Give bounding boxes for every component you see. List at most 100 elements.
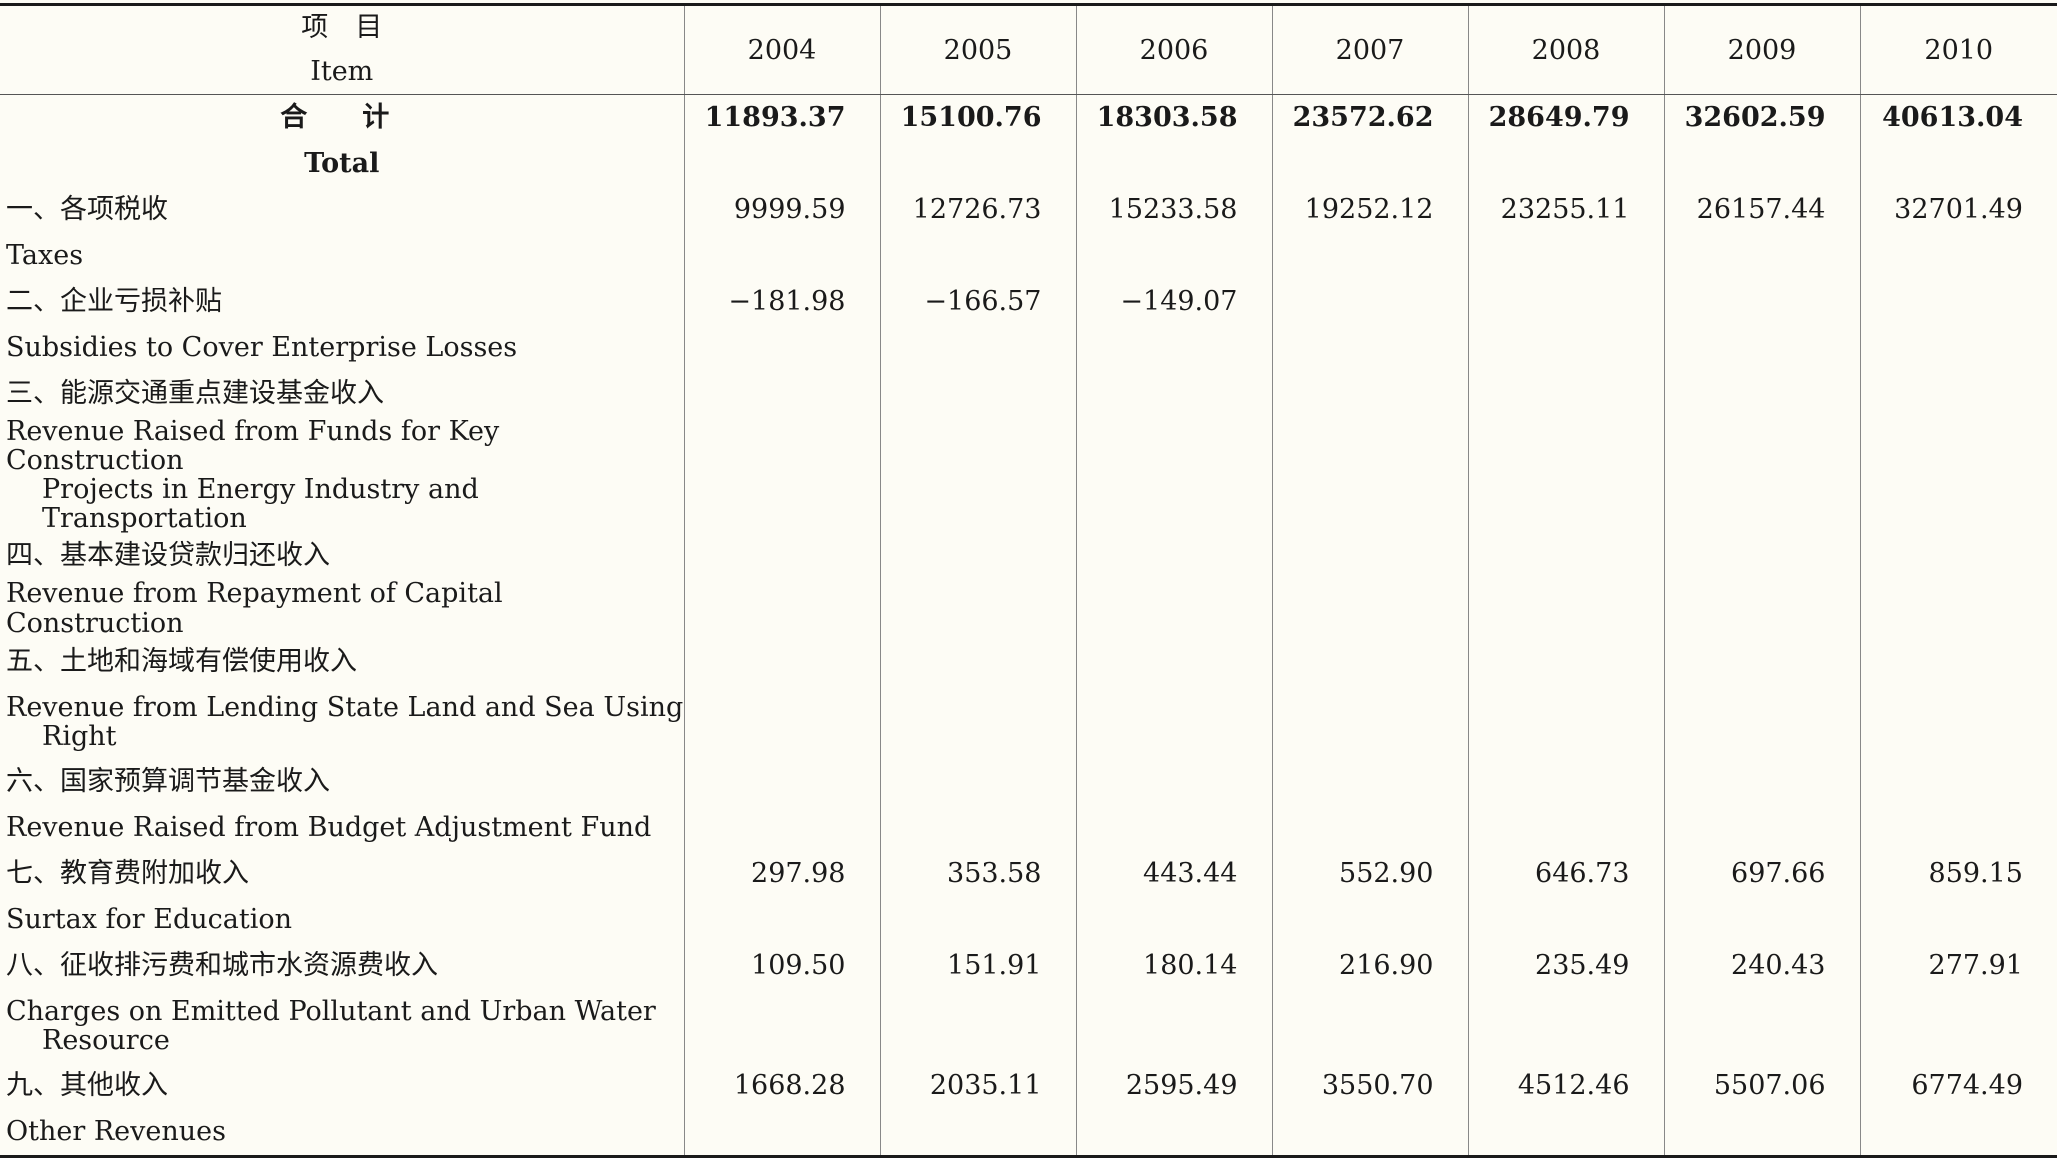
category-value: 1668.28 bbox=[683, 1063, 880, 1109]
year-header: 2009 bbox=[1663, 4, 1860, 95]
item-column-header: 项 目 Item bbox=[0, 4, 684, 95]
category-value bbox=[1075, 371, 1272, 417]
category-value bbox=[1663, 639, 1860, 685]
category-value: 6774.49 bbox=[1859, 1063, 2057, 1109]
category-value bbox=[683, 639, 880, 685]
header-row: 项 目 Item 2004 2005 2006 2007 2008 2009 2… bbox=[0, 4, 2057, 95]
category-label-en: Revenue from Lending State Land and Sea … bbox=[0, 685, 684, 759]
category-value: 443.44 bbox=[1075, 851, 1272, 897]
category-label-en-line: Resource bbox=[42, 1025, 170, 1056]
category-value: 9999.59 bbox=[683, 187, 880, 233]
category-value bbox=[879, 371, 1076, 417]
category-row: 九、其他收入 1668.28 2035.11 2595.49 3550.70 4512.4… bbox=[0, 1063, 2057, 1109]
category-label-en: Subsidies to Cover Enterprise Losses bbox=[0, 325, 684, 371]
category-value bbox=[1467, 759, 1664, 805]
total-value: 11893.37 bbox=[683, 94, 880, 141]
category-value: −149.07 bbox=[1075, 279, 1272, 325]
category-value bbox=[1663, 533, 1860, 579]
category-row: 七、教育费附加收入 297.98 353.58 443.44 552.90 646.73 6… bbox=[0, 851, 2057, 897]
category-label-zh: 七、教育费附加收入 bbox=[6, 858, 249, 889]
category-label-en-line: Other Revenues bbox=[6, 1116, 226, 1147]
total-value: 40613.04 bbox=[1859, 94, 2057, 141]
category-value: 180.14 bbox=[1075, 943, 1272, 989]
category-label-zh: 二、企业亏损补贴 bbox=[6, 286, 222, 317]
category-row-en: Revenue from Repayment of Capital Constr… bbox=[0, 579, 2057, 639]
category-value: 552.90 bbox=[1271, 851, 1468, 897]
category-value bbox=[1859, 759, 2057, 805]
category-value: 240.43 bbox=[1663, 943, 1860, 989]
category-row: 三、能源交通重点建设基金收入 bbox=[0, 371, 2057, 417]
category-value bbox=[1859, 279, 2057, 325]
year-header: 2004 bbox=[683, 4, 880, 95]
total-row-en: Total bbox=[0, 141, 2057, 187]
category-value bbox=[1467, 371, 1664, 417]
category-row-en: Charges on Emitted Pollutant and Urban W… bbox=[0, 989, 2057, 1063]
category-value: 216.90 bbox=[1271, 943, 1468, 989]
category-label-en-line: Revenue Raised from Funds for Key Constr… bbox=[6, 416, 500, 476]
category-value bbox=[1467, 279, 1664, 325]
category-value bbox=[683, 759, 880, 805]
category-value: 15233.58 bbox=[1075, 187, 1272, 233]
category-value: 859.15 bbox=[1859, 851, 2057, 897]
category-value bbox=[683, 371, 880, 417]
category-value: 19252.12 bbox=[1271, 187, 1468, 233]
category-label-en: Revenue Raised from Budget Adjustment Fu… bbox=[0, 805, 684, 851]
category-value: 2595.49 bbox=[1075, 1063, 1272, 1109]
category-label-en-line: Projects in Energy Industry and Transpor… bbox=[42, 474, 479, 534]
category-value bbox=[1271, 759, 1468, 805]
year-header: 2005 bbox=[879, 4, 1076, 95]
category-label-en-line: Revenue from Repayment of Capital Constr… bbox=[6, 578, 503, 639]
category-value: 109.50 bbox=[683, 943, 880, 989]
category-value: 697.66 bbox=[1663, 851, 1860, 897]
category-value: 646.73 bbox=[1467, 851, 1664, 897]
total-value: 28649.79 bbox=[1467, 94, 1664, 141]
total-value: 18303.58 bbox=[1075, 94, 1272, 141]
category-value bbox=[1859, 371, 2057, 417]
revenue-table: 项 目 Item 2004 2005 2006 2007 2008 2009 2… bbox=[0, 3, 2057, 1158]
category-value: 4512.46 bbox=[1467, 1063, 1664, 1109]
category-value bbox=[1663, 279, 1860, 325]
category-value bbox=[1467, 533, 1664, 579]
category-label-zh: 九、其他收入 bbox=[6, 1070, 168, 1101]
category-value: 32701.49 bbox=[1859, 187, 2057, 233]
category-value bbox=[1271, 639, 1468, 685]
category-value: 12726.73 bbox=[879, 187, 1076, 233]
year-header: 2008 bbox=[1467, 4, 1664, 95]
item-header-zh: 项 目 bbox=[301, 12, 383, 43]
category-row: 四、基本建设贷款归还收入 bbox=[0, 533, 2057, 579]
category-value bbox=[879, 639, 1076, 685]
category-label-zh: 六、国家预算调节基金收入 bbox=[6, 766, 330, 797]
category-row-en: Revenue from Lending State Land and Sea … bbox=[0, 685, 2057, 759]
category-row: 八、征收排污费和城市水资源费收入 109.50 151.91 180.14 216.90… bbox=[0, 943, 2057, 989]
category-value bbox=[1663, 371, 1860, 417]
total-value: 15100.76 bbox=[879, 94, 1076, 141]
category-value bbox=[1075, 533, 1272, 579]
category-value bbox=[1859, 533, 2057, 579]
category-label-zh: 一、各项税收 bbox=[6, 194, 168, 225]
category-value: 3550.70 bbox=[1271, 1063, 1468, 1109]
total-row: 合 计 11893.37 15100.76 18303.58 23572.62 … bbox=[0, 94, 2057, 141]
total-label-zh: 合 计 bbox=[280, 102, 404, 133]
category-value bbox=[879, 759, 1076, 805]
category-label-en: Surtax for Education bbox=[0, 897, 684, 943]
year-header: 2010 bbox=[1859, 4, 2057, 95]
category-row: 二、企业亏损补贴 −181.98 −166.57 −149.07 bbox=[0, 279, 2057, 325]
category-label-en: Revenue Raised from Funds for Key Constr… bbox=[0, 417, 684, 533]
category-row-en: Taxes bbox=[0, 233, 2057, 279]
category-row-en: Other Revenues bbox=[0, 1109, 2057, 1157]
category-label-en-line: Surtax for Education bbox=[6, 904, 293, 935]
category-label-zh: 四、基本建设贷款归还收入 bbox=[6, 540, 330, 571]
category-value: −181.98 bbox=[683, 279, 880, 325]
category-label-en-line: Right bbox=[42, 721, 117, 752]
category-value: −166.57 bbox=[879, 279, 1076, 325]
category-row-en: Revenue Raised from Budget Adjustment Fu… bbox=[0, 805, 2057, 851]
table-body: 合 计 11893.37 15100.76 18303.58 23572.62 … bbox=[0, 94, 2057, 1157]
category-label-en-line: Taxes bbox=[6, 240, 84, 271]
category-value bbox=[879, 533, 1076, 579]
category-value: 353.58 bbox=[879, 851, 1076, 897]
year-header: 2007 bbox=[1271, 4, 1468, 95]
category-row-en: Subsidies to Cover Enterprise Losses bbox=[0, 325, 2057, 371]
category-value bbox=[1467, 639, 1664, 685]
total-value: 23572.62 bbox=[1271, 94, 1468, 141]
category-value bbox=[1271, 371, 1468, 417]
